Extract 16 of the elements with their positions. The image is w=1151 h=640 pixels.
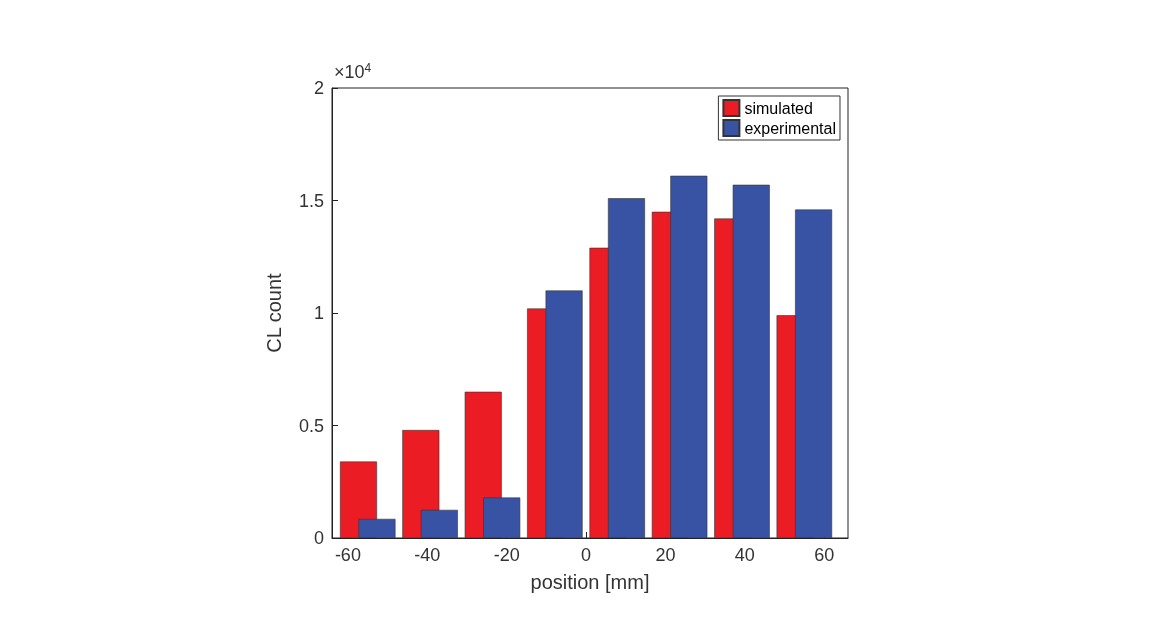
legend-label: experimental [744, 119, 837, 137]
y-tick-label: 0.5 [298, 415, 324, 436]
x-tick-label: 40 [734, 545, 755, 565]
legend-label: simulated [744, 99, 813, 117]
y-tick-label: 0 [313, 528, 324, 548]
y-tick-label: 1 [313, 303, 324, 323]
x-tick-label: 60 [814, 545, 835, 565]
x-tick-label: -60 [334, 545, 361, 565]
x-tick-label: 20 [655, 545, 676, 565]
x-axis-title: position [mm] [530, 571, 650, 593]
x-tick-label: -20 [493, 545, 520, 565]
y-tick-label: 1.5 [298, 190, 324, 211]
y-tick-label: 2 [313, 78, 324, 98]
y-axis-title: CL count [263, 272, 285, 353]
x-tick-label: -40 [414, 545, 441, 565]
x-tick-label: 0 [581, 545, 592, 565]
